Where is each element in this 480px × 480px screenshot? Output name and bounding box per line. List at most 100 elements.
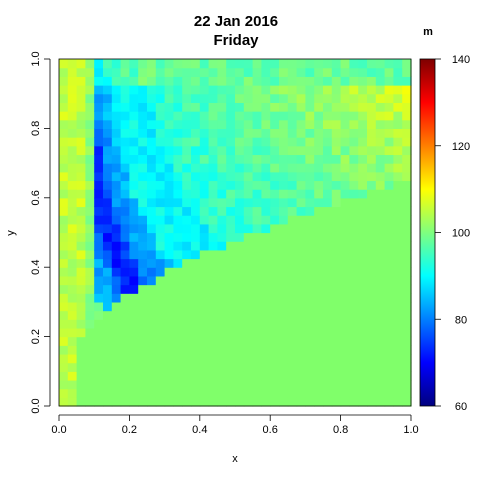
heatmap-cell	[182, 137, 192, 147]
heatmap-cell	[243, 319, 254, 329]
heatmap-cell	[323, 145, 333, 156]
heatmap-cell	[147, 301, 157, 312]
heatmap-cell	[173, 397, 183, 407]
heatmap-cell	[59, 137, 69, 147]
heatmap-cell	[252, 319, 262, 329]
heatmap-cell	[217, 371, 227, 381]
heatmap-cell	[173, 85, 183, 95]
heatmap-cell	[208, 85, 218, 95]
heatmap-cell	[199, 67, 210, 77]
heatmap-cell	[164, 145, 174, 156]
heatmap-cell	[129, 284, 139, 294]
heatmap-cell	[85, 232, 95, 242]
heatmap-cell	[120, 85, 130, 95]
heatmap-cell	[226, 379, 236, 390]
heatmap-cell	[340, 154, 350, 164]
heatmap-cell	[402, 310, 412, 320]
heatmap-cell	[279, 102, 289, 112]
heatmap-cell	[129, 180, 139, 190]
heatmap-cell	[173, 111, 183, 121]
heatmap-cell	[287, 137, 298, 147]
heatmap-cell	[129, 327, 139, 338]
heatmap-cell	[367, 301, 377, 312]
heatmap-cell	[138, 119, 148, 129]
heatmap-cell	[393, 353, 403, 364]
heatmap-cell	[402, 85, 412, 95]
heatmap-cell	[279, 180, 289, 190]
heatmap-cell	[305, 137, 315, 147]
heatmap-cell	[111, 189, 122, 199]
heatmap-cell	[358, 128, 368, 138]
heatmap-cell	[85, 293, 95, 303]
heatmap-cell	[94, 85, 104, 95]
heatmap-cell	[173, 275, 183, 286]
heatmap-cell	[331, 59, 342, 69]
heatmap-cell	[208, 241, 218, 251]
heatmap-cell	[155, 301, 166, 312]
heatmap-cell	[147, 197, 157, 208]
heatmap-cell	[226, 293, 236, 303]
heatmap-cell	[59, 163, 69, 173]
heatmap-cell	[76, 154, 86, 164]
heatmap-cell	[314, 345, 324, 355]
heatmap-cell	[270, 189, 280, 199]
heatmap-cell	[217, 293, 227, 303]
heatmap-cell	[252, 111, 262, 121]
heatmap-cell	[323, 180, 333, 190]
heatmap-cell	[402, 336, 412, 346]
heatmap-cell	[67, 93, 78, 103]
heatmap-cell	[76, 249, 86, 260]
heatmap-cell	[182, 336, 192, 346]
heatmap-cell	[279, 85, 289, 95]
heatmap-cell	[296, 371, 306, 381]
heatmap-cell	[67, 223, 78, 234]
heatmap-cell	[85, 284, 95, 294]
heatmap-cell	[349, 267, 359, 277]
heatmap-cell	[252, 197, 262, 208]
heatmap-cell	[85, 59, 95, 69]
heatmap-cell	[67, 336, 78, 346]
heatmap-cell	[384, 258, 394, 268]
heatmap-cell	[270, 319, 280, 329]
heatmap-cell	[402, 345, 412, 355]
heatmap-cell	[287, 163, 298, 173]
heatmap-cell	[76, 223, 86, 234]
heatmap-cell	[67, 345, 78, 355]
heatmap-cell	[94, 137, 104, 147]
heatmap-cell	[103, 189, 113, 199]
heatmap-cell	[375, 258, 386, 268]
heatmap-cell	[147, 111, 157, 121]
heatmap-cell	[199, 249, 210, 260]
heatmap-cell	[279, 293, 289, 303]
heatmap-cell	[305, 397, 315, 407]
heatmap-cell	[340, 59, 350, 69]
heatmap-cell	[331, 154, 342, 164]
heatmap-cell	[103, 67, 113, 77]
heatmap-cell	[331, 145, 342, 156]
heatmap-cell	[384, 336, 394, 346]
heatmap-cell	[173, 67, 183, 77]
heatmap-cell	[103, 111, 113, 121]
heatmap-cell	[375, 345, 386, 355]
heatmap-cell	[199, 293, 210, 303]
heatmap-cell	[138, 232, 148, 242]
heatmap-cell	[155, 67, 166, 77]
heatmap-cell	[393, 232, 403, 242]
heatmap-cell	[120, 293, 130, 303]
heatmap-cell	[226, 128, 236, 138]
heatmap-cell	[340, 327, 350, 338]
heatmap-cell	[314, 145, 324, 156]
heatmap-cell	[331, 336, 342, 346]
plot-frame	[58, 58, 412, 407]
heatmap-cell	[375, 397, 386, 407]
heatmap-cell	[226, 241, 236, 251]
heatmap-cell	[402, 128, 412, 138]
heatmap-cell	[94, 327, 104, 338]
heatmap-cell	[226, 362, 236, 372]
heatmap-cell	[199, 284, 210, 294]
heatmap-cell	[270, 119, 280, 129]
heatmap-cell	[252, 171, 262, 182]
heatmap-cell	[270, 388, 280, 398]
heatmap-cell	[208, 371, 218, 381]
heatmap-cell	[155, 249, 166, 260]
